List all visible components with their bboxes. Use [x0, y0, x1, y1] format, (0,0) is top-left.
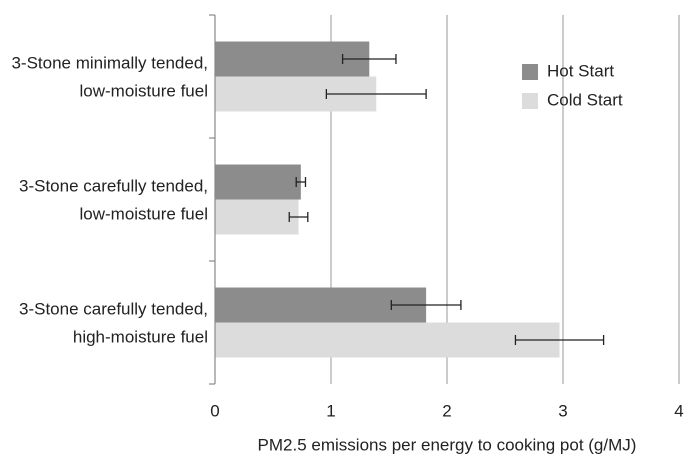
bar	[215, 199, 299, 235]
label-line: 3-Stone carefully tended,	[19, 177, 208, 196]
error-bar	[295, 177, 307, 187]
x-tick-label: 3	[558, 401, 567, 420]
x-tick-label: 1	[326, 401, 335, 420]
y-tick-label: 3-Stone carefully tended, high-moisture f…	[19, 300, 208, 347]
legend-label: Cold Start	[547, 90, 623, 109]
label-line: 3-Stone carefully tended,	[19, 300, 208, 319]
x-tick-label: 4	[674, 401, 683, 420]
legend-label: Hot Start	[547, 61, 614, 80]
error-bar	[514, 335, 605, 345]
legend-swatch	[522, 93, 538, 109]
x-tick-label: 2	[442, 401, 451, 420]
label-line: low-moisture fuel	[80, 82, 209, 101]
label-line: low-moisture fuel	[80, 205, 209, 224]
bar	[215, 164, 301, 200]
x-tick-label: 0	[210, 401, 219, 420]
error-bar	[341, 54, 397, 64]
error-bar	[325, 89, 427, 99]
bar	[215, 322, 560, 358]
legend-swatch	[522, 64, 538, 80]
y-tick-label: 3-Stone carefully tended, low-moisture fu…	[19, 177, 208, 224]
y-tick-label: 3-Stone minimally tended, low-moisture fu…	[11, 54, 208, 101]
label-line: high-moisture fuel	[73, 328, 208, 347]
error-bar	[288, 212, 309, 222]
label-line: 3-Stone minimally tended,	[11, 54, 208, 73]
x-axis-label: PM2.5 emissions per energy to cooking po…	[258, 435, 637, 454]
error-bar	[390, 300, 462, 310]
